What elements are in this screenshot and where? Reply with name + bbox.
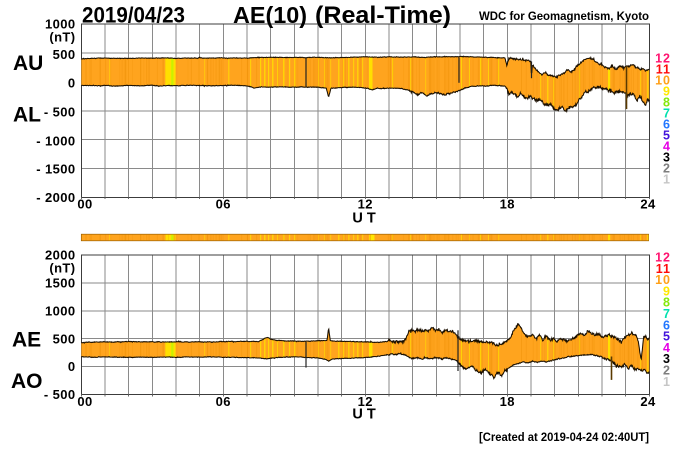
svg-text:1: 1 bbox=[663, 375, 671, 389]
svg-text:0: 0 bbox=[68, 359, 76, 374]
svg-text:2000: 2000 bbox=[45, 248, 76, 263]
svg-text:12: 12 bbox=[655, 52, 671, 66]
svg-text:18: 18 bbox=[500, 197, 515, 212]
svg-text:500: 500 bbox=[53, 47, 76, 62]
svg-text:5: 5 bbox=[663, 129, 671, 143]
svg-text:U T: U T bbox=[352, 211, 376, 227]
svg-text:AE(10): AE(10) bbox=[233, 2, 307, 28]
svg-text:11: 11 bbox=[656, 63, 671, 77]
svg-text:10: 10 bbox=[655, 74, 671, 88]
svg-text:AL: AL bbox=[13, 104, 41, 127]
svg-text:12: 12 bbox=[358, 394, 373, 409]
svg-text:7: 7 bbox=[663, 107, 671, 121]
svg-text:3: 3 bbox=[663, 352, 671, 366]
svg-text:2019/04/23: 2019/04/23 bbox=[82, 3, 185, 28]
svg-text:2: 2 bbox=[663, 162, 671, 176]
svg-text:12: 12 bbox=[655, 251, 671, 265]
svg-text:[Created at 2019-04-24 02:40UT: [Created at 2019-04-24 02:40UT] bbox=[479, 430, 649, 444]
svg-text:- 1500: - 1500 bbox=[36, 162, 75, 177]
svg-text:AE: AE bbox=[12, 329, 41, 352]
svg-text:(Real-Time): (Real-Time) bbox=[315, 2, 451, 29]
svg-text:(nT): (nT) bbox=[49, 261, 75, 276]
svg-text:4: 4 bbox=[663, 341, 671, 355]
svg-text:- 500: - 500 bbox=[44, 105, 76, 120]
svg-text:24: 24 bbox=[640, 197, 656, 212]
svg-text:7: 7 bbox=[663, 307, 671, 321]
svg-text:6: 6 bbox=[663, 318, 671, 332]
svg-text:2: 2 bbox=[663, 364, 671, 378]
svg-text:500: 500 bbox=[53, 331, 76, 346]
svg-text:18: 18 bbox=[500, 394, 515, 409]
svg-text:8: 8 bbox=[663, 96, 671, 110]
svg-text:6: 6 bbox=[663, 118, 671, 132]
svg-text:- 1000: - 1000 bbox=[36, 134, 75, 149]
svg-text:00: 00 bbox=[77, 197, 92, 212]
svg-text:11: 11 bbox=[656, 262, 671, 276]
svg-text:(nT): (nT) bbox=[49, 30, 75, 45]
svg-text:06: 06 bbox=[216, 394, 231, 409]
svg-text:WDC for Geomagnetism, Kyoto: WDC for Geomagnetism, Kyoto bbox=[479, 9, 649, 23]
svg-text:5: 5 bbox=[663, 330, 671, 344]
svg-text:00: 00 bbox=[77, 394, 92, 409]
svg-text:- 500: - 500 bbox=[44, 387, 76, 402]
svg-text:4: 4 bbox=[663, 140, 671, 154]
svg-text:24: 24 bbox=[640, 394, 656, 409]
svg-text:1: 1 bbox=[663, 173, 671, 187]
svg-text:06: 06 bbox=[216, 197, 231, 212]
svg-text:1500: 1500 bbox=[45, 276, 76, 291]
svg-text:1000: 1000 bbox=[45, 304, 76, 319]
svg-text:AO: AO bbox=[11, 370, 43, 393]
svg-text:AU: AU bbox=[13, 52, 43, 75]
svg-text:3: 3 bbox=[663, 151, 671, 165]
svg-text:10: 10 bbox=[655, 273, 671, 287]
svg-text:0: 0 bbox=[68, 76, 76, 91]
svg-text:U T: U T bbox=[352, 407, 376, 423]
svg-text:9: 9 bbox=[663, 284, 671, 298]
svg-text:1000: 1000 bbox=[45, 17, 76, 32]
svg-text:9: 9 bbox=[663, 85, 671, 99]
svg-text:8: 8 bbox=[663, 296, 671, 310]
svg-text:- 2000: - 2000 bbox=[36, 190, 75, 205]
svg-text:12: 12 bbox=[358, 197, 373, 212]
